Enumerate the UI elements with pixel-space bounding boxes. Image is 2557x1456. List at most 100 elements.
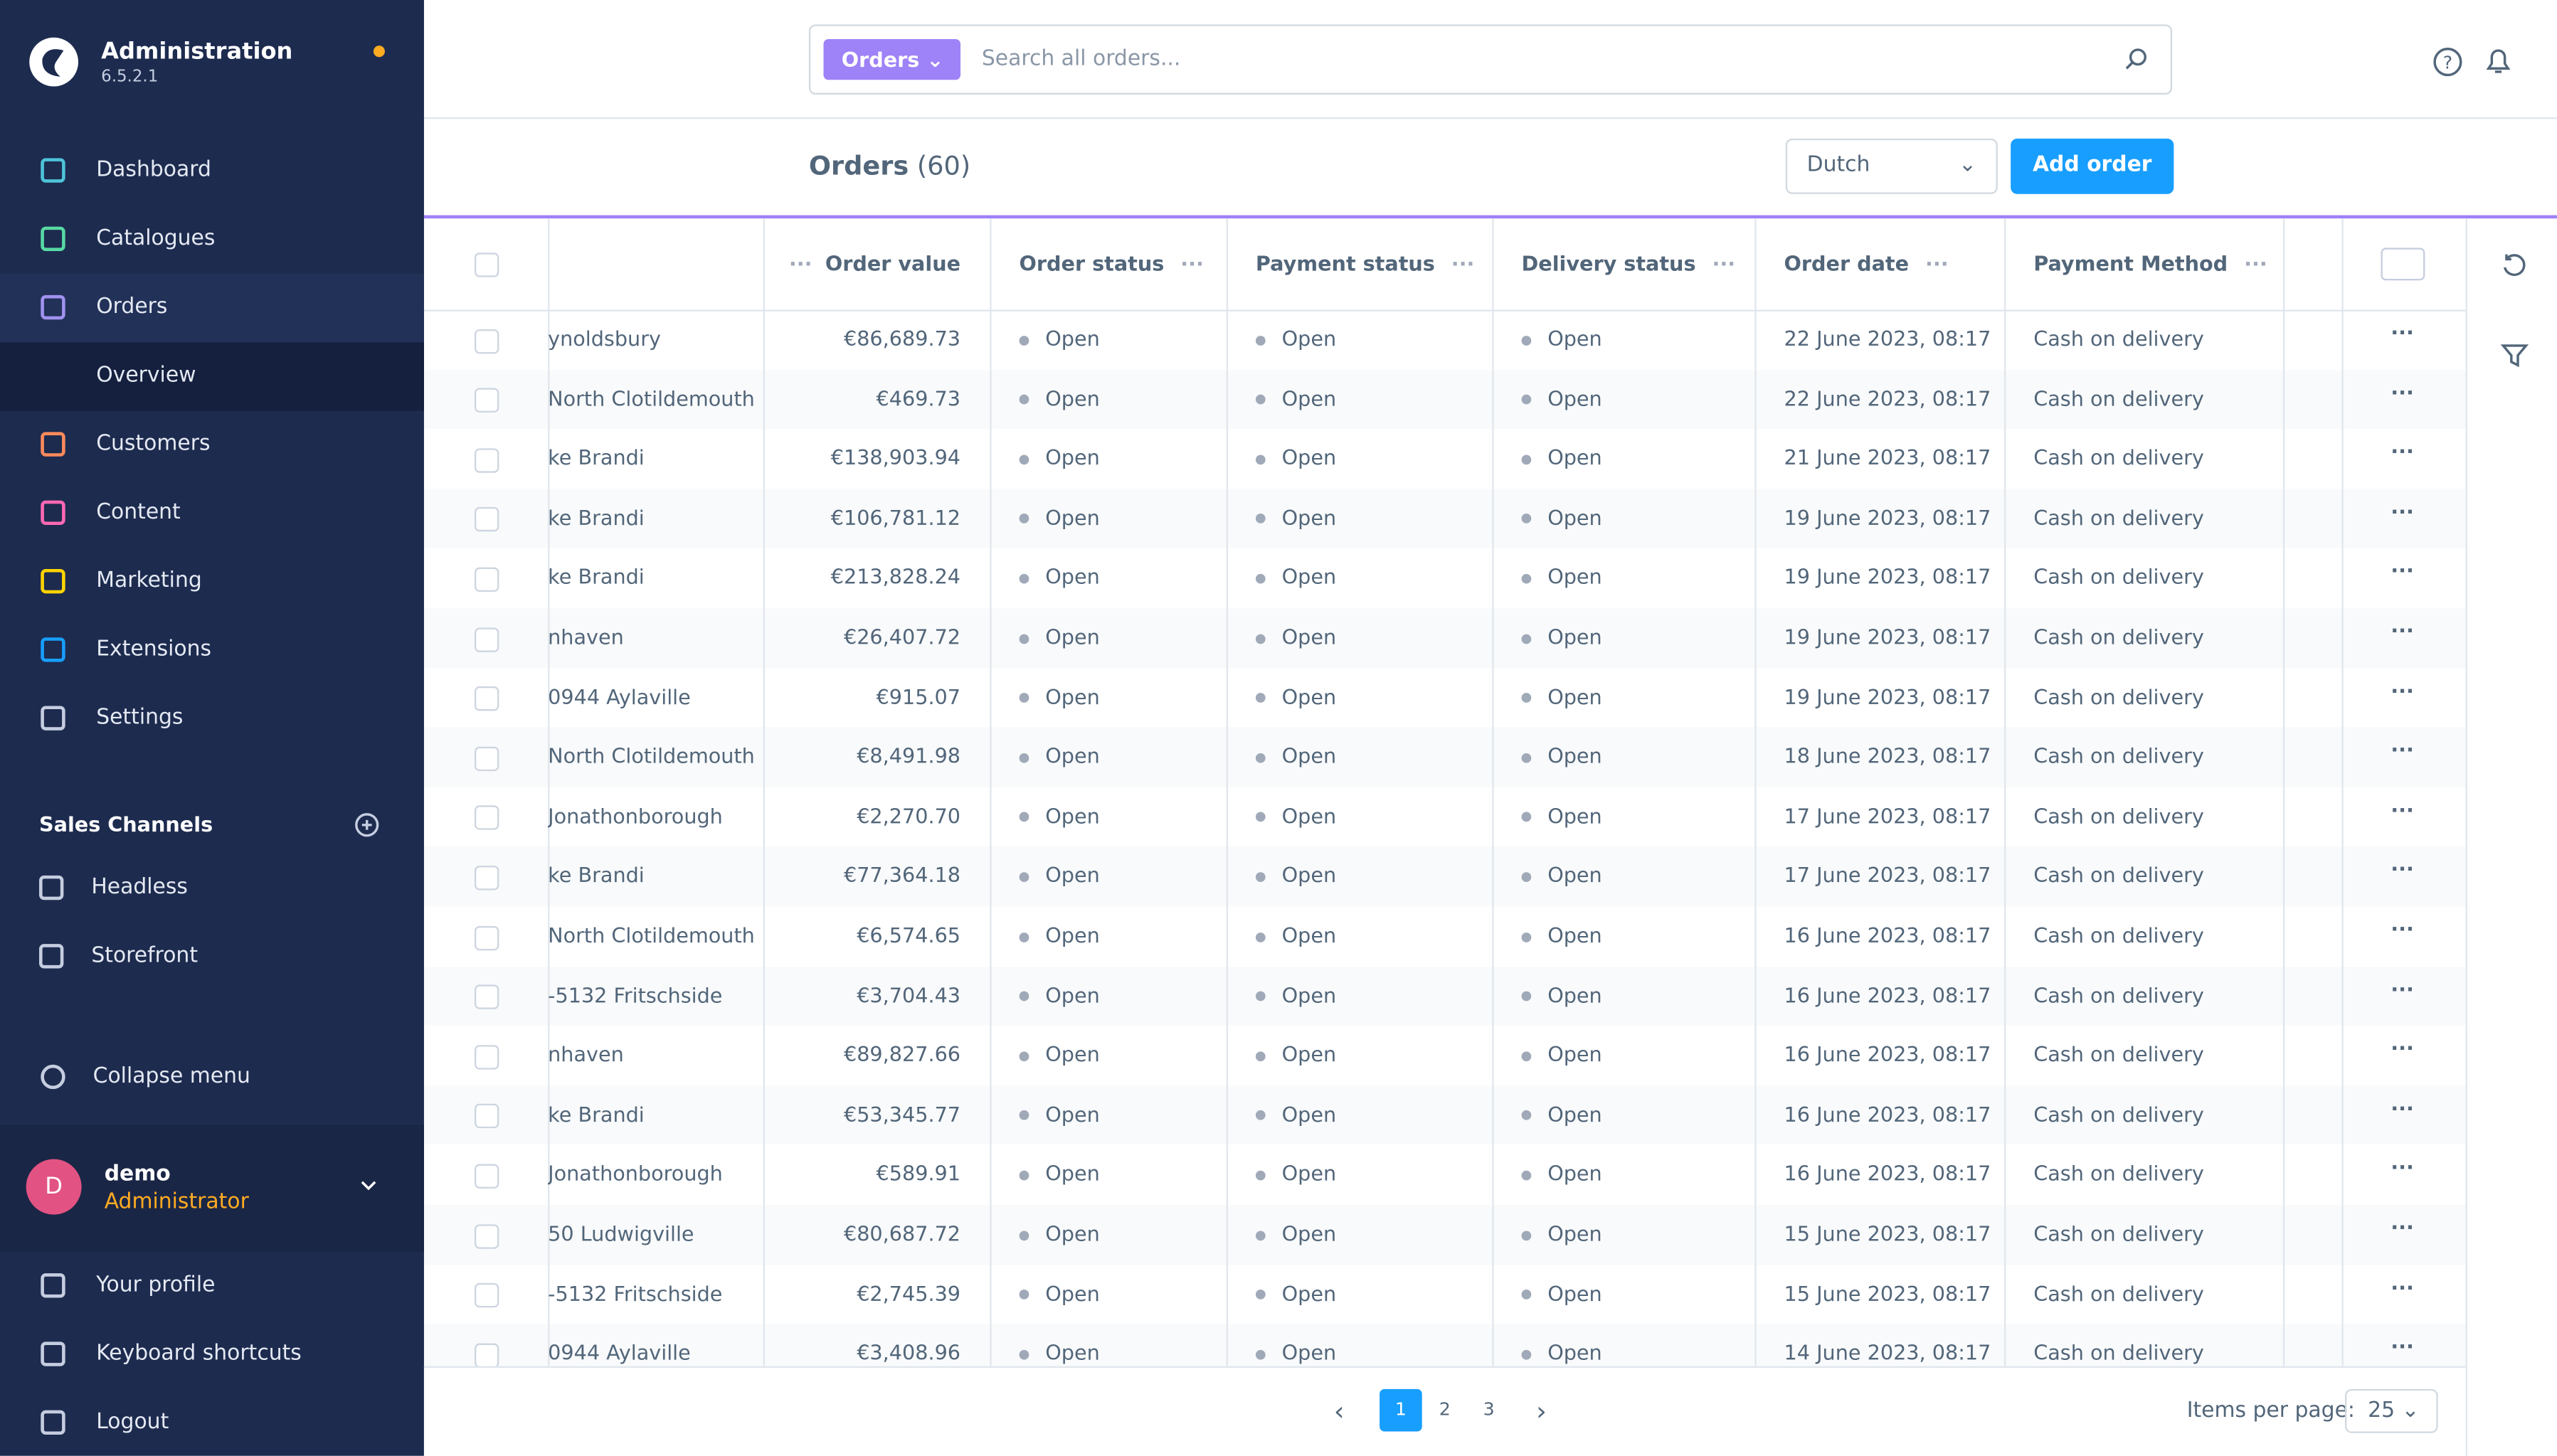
- search-type[interactable]: Orders ⌄: [823, 39, 961, 80]
- row-checkbox[interactable]: [474, 1164, 499, 1189]
- status-label: Open: [1045, 386, 1100, 410]
- add-order-button[interactable]: Add order: [2011, 138, 2174, 194]
- column-header[interactable]: Payment status ···: [1256, 218, 1475, 309]
- row-actions[interactable]: ···: [2391, 976, 2414, 1001]
- nav-label: Content: [96, 500, 181, 526]
- nav-item[interactable]: Marketing: [0, 548, 424, 616]
- column-header[interactable]: Delivery status ···: [1522, 218, 1736, 309]
- filter-icon[interactable]: [2500, 341, 2529, 370]
- page-button[interactable]: 3: [1483, 1398, 1495, 1420]
- right-toolbar: [2465, 218, 2557, 1456]
- column-header[interactable]: Order date ···: [1784, 218, 1949, 309]
- order-date: 17 June 2023, 08:17: [1784, 863, 1991, 888]
- column-header[interactable]: Payment Method ···: [2033, 218, 2267, 309]
- status: Open: [1255, 548, 1337, 608]
- row-actions[interactable]: ···: [2391, 737, 2414, 762]
- status-label: Open: [1281, 564, 1337, 590]
- column-header[interactable]: ··· Order value: [763, 218, 960, 309]
- row-actions[interactable]: ···: [2391, 498, 2414, 524]
- nav-item[interactable]: Orders: [0, 274, 424, 343]
- row-actions[interactable]: ···: [2391, 677, 2414, 702]
- column-divider: [1754, 218, 1757, 1366]
- search-box[interactable]: [808, 24, 2173, 95]
- row-actions[interactable]: ···: [2391, 856, 2414, 881]
- payment-method: Cash on delivery: [2033, 386, 2204, 410]
- row-actions[interactable]: ···: [2391, 319, 2414, 344]
- prev-page[interactable]: ‹: [1333, 1396, 1345, 1427]
- nav-item[interactable]: Customers: [0, 411, 424, 479]
- nav-item[interactable]: Content: [0, 479, 424, 548]
- user-menu-label: Logout: [96, 1410, 169, 1435]
- row-checkbox[interactable]: [474, 1104, 499, 1129]
- status: Open: [1019, 1026, 1100, 1085]
- row-checkbox[interactable]: [474, 1342, 499, 1368]
- order-date: 15 June 2023, 08:17: [1784, 1280, 1991, 1306]
- row-actions[interactable]: ···: [2391, 1334, 2414, 1359]
- nav-item[interactable]: Catalogues: [0, 206, 424, 274]
- row-checkbox[interactable]: [474, 746, 499, 771]
- row-actions[interactable]: ···: [2391, 797, 2414, 822]
- nav-item[interactable]: Dashboard: [0, 137, 424, 206]
- status: Open: [1019, 369, 1100, 429]
- row-checkbox[interactable]: [474, 1223, 499, 1248]
- status: Open: [1255, 1324, 1336, 1384]
- row-checkbox[interactable]: [474, 388, 499, 413]
- nav-item[interactable]: Settings: [0, 685, 424, 753]
- user-menu-item[interactable]: Your profile: [0, 1252, 424, 1320]
- nav-item[interactable]: Extensions: [0, 616, 424, 684]
- row-checkbox[interactable]: [474, 507, 499, 532]
- row-actions[interactable]: ···: [2391, 379, 2414, 404]
- status-dot: [1019, 872, 1029, 882]
- status-dot: [373, 46, 385, 58]
- row-actions[interactable]: ···: [2391, 558, 2414, 583]
- row-checkbox[interactable]: [474, 686, 499, 711]
- city: North Clotildemouth: [548, 923, 755, 947]
- row-actions[interactable]: ···: [2391, 916, 2414, 941]
- language-select[interactable]: Dutch ⌄: [1785, 138, 1998, 194]
- row-actions[interactable]: ···: [2391, 1214, 2414, 1239]
- channel-item[interactable]: Headless: [0, 854, 424, 923]
- refresh-icon[interactable]: [2500, 251, 2529, 280]
- row-checkbox[interactable]: [474, 328, 499, 354]
- row-checkbox[interactable]: [474, 1044, 499, 1069]
- page-button[interactable]: 1: [1380, 1388, 1422, 1432]
- row-checkbox[interactable]: [474, 627, 499, 652]
- page-button[interactable]: 2: [1439, 1398, 1451, 1420]
- status-label: Open: [1045, 684, 1100, 709]
- row-actions[interactable]: ···: [2391, 1095, 2414, 1120]
- row-actions[interactable]: ···: [2391, 617, 2414, 643]
- notifications-icon[interactable]: [2482, 44, 2515, 77]
- row-checkbox[interactable]: [474, 1283, 499, 1308]
- status: Open: [1255, 1205, 1336, 1265]
- channel-item[interactable]: Storefront: [0, 923, 424, 991]
- status-dot: [1019, 1290, 1029, 1300]
- city: nhaven: [548, 624, 624, 649]
- items-per-page-select[interactable]: 25 ⌄: [2345, 1388, 2438, 1433]
- select-all[interactable]: [474, 253, 499, 277]
- row-checkbox[interactable]: [474, 567, 499, 592]
- next-page[interactable]: ›: [1536, 1396, 1547, 1427]
- column-settings[interactable]: [2381, 248, 2425, 281]
- row-actions[interactable]: ···: [2391, 439, 2414, 464]
- search-icon[interactable]: [2123, 46, 2149, 72]
- help-icon[interactable]: ?: [2432, 46, 2465, 78]
- user-menu-item[interactable]: Logout: [0, 1389, 424, 1456]
- row-checkbox[interactable]: [474, 805, 499, 831]
- add-channel[interactable]: [354, 812, 380, 838]
- row-checkbox[interactable]: [474, 865, 499, 891]
- row-actions[interactable]: ···: [2391, 1274, 2414, 1299]
- column-header[interactable]: Order status ···: [1020, 218, 1204, 309]
- user-menu-icon: [41, 1410, 65, 1435]
- collapse-menu[interactable]: Collapse menu: [0, 1043, 424, 1112]
- status-label: Open: [1045, 564, 1100, 590]
- user-toggle[interactable]: [359, 1177, 378, 1194]
- row-actions[interactable]: ···: [2391, 1035, 2414, 1061]
- row-checkbox[interactable]: [474, 447, 499, 472]
- row-checkbox[interactable]: [474, 925, 499, 950]
- sub-nav-item[interactable]: Overview: [0, 342, 424, 411]
- order-date: 22 June 2023, 08:17: [1784, 386, 1991, 410]
- user-menu-item[interactable]: Keyboard shortcuts: [0, 1321, 424, 1389]
- status-label: Open: [1547, 445, 1602, 470]
- row-checkbox[interactable]: [474, 984, 499, 1010]
- row-actions[interactable]: ···: [2391, 1154, 2414, 1180]
